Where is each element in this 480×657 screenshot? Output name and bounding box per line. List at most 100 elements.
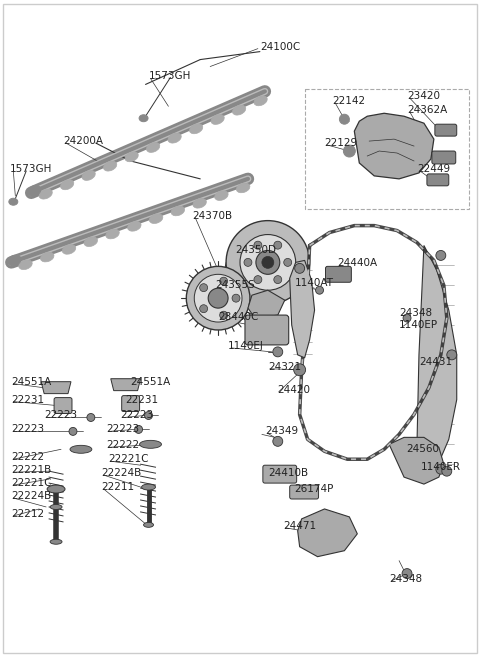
Circle shape	[447, 350, 457, 360]
Circle shape	[240, 235, 296, 290]
Text: 24410B: 24410B	[268, 468, 308, 478]
Ellipse shape	[82, 171, 96, 181]
FancyBboxPatch shape	[435, 124, 457, 136]
Ellipse shape	[215, 191, 228, 200]
Circle shape	[186, 266, 250, 330]
Text: 24471: 24471	[283, 521, 316, 531]
Circle shape	[339, 114, 349, 124]
Text: 24348: 24348	[399, 308, 432, 318]
Text: 24370B: 24370B	[192, 211, 232, 221]
Ellipse shape	[254, 96, 267, 106]
Circle shape	[144, 411, 153, 419]
Text: 22221B: 22221B	[12, 465, 51, 475]
Circle shape	[254, 241, 262, 249]
Circle shape	[343, 145, 355, 157]
Text: 24431: 24431	[419, 357, 452, 367]
Ellipse shape	[125, 152, 138, 162]
Ellipse shape	[8, 255, 21, 265]
Ellipse shape	[60, 180, 74, 190]
Text: 22211: 22211	[101, 482, 134, 492]
Ellipse shape	[9, 198, 18, 205]
Text: 23420: 23420	[407, 91, 440, 101]
Text: 1140ER: 1140ER	[421, 462, 461, 472]
Circle shape	[273, 436, 283, 446]
Ellipse shape	[149, 214, 163, 223]
Circle shape	[284, 258, 292, 266]
Text: 24350D: 24350D	[235, 246, 276, 256]
Ellipse shape	[47, 485, 65, 493]
Text: 24349: 24349	[265, 426, 298, 436]
Text: 22142: 22142	[333, 97, 366, 106]
Ellipse shape	[39, 189, 52, 199]
Circle shape	[200, 305, 208, 313]
Ellipse shape	[128, 221, 141, 231]
Circle shape	[403, 314, 411, 322]
FancyBboxPatch shape	[54, 397, 72, 413]
Circle shape	[220, 311, 228, 319]
Bar	[305, 89, 468, 209]
Ellipse shape	[146, 143, 160, 152]
Ellipse shape	[140, 440, 161, 448]
Text: 22222: 22222	[106, 440, 139, 450]
Polygon shape	[354, 113, 434, 179]
Polygon shape	[41, 382, 71, 394]
Text: 22221C: 22221C	[108, 454, 148, 464]
Ellipse shape	[19, 260, 32, 269]
Text: 22129: 22129	[324, 138, 358, 148]
Circle shape	[208, 288, 228, 308]
Text: 22223: 22223	[106, 424, 139, 434]
Circle shape	[262, 256, 274, 268]
Circle shape	[436, 464, 446, 474]
Text: 22231: 22231	[126, 395, 159, 405]
Polygon shape	[298, 509, 357, 556]
Text: 1573GH: 1573GH	[9, 164, 52, 174]
Circle shape	[295, 263, 305, 273]
Ellipse shape	[190, 124, 203, 134]
Circle shape	[232, 294, 240, 302]
Circle shape	[87, 413, 95, 421]
Ellipse shape	[50, 505, 62, 509]
Ellipse shape	[171, 206, 185, 215]
Circle shape	[220, 277, 228, 285]
Text: 1140AT: 1140AT	[295, 279, 334, 288]
Circle shape	[402, 568, 412, 579]
Text: 22221C: 22221C	[12, 478, 52, 488]
Circle shape	[244, 258, 252, 266]
Text: 22449: 22449	[417, 164, 450, 174]
Ellipse shape	[237, 183, 250, 193]
Text: 24551A: 24551A	[12, 376, 51, 387]
Polygon shape	[417, 246, 457, 479]
Text: 28440C: 28440C	[218, 312, 259, 322]
Text: 24362A: 24362A	[407, 105, 447, 115]
Text: 24420: 24420	[277, 384, 310, 395]
FancyBboxPatch shape	[122, 396, 140, 411]
FancyBboxPatch shape	[290, 485, 319, 499]
Text: 26174P: 26174P	[295, 484, 334, 494]
FancyBboxPatch shape	[432, 151, 456, 164]
Text: 22231: 22231	[12, 395, 45, 405]
Ellipse shape	[211, 114, 224, 124]
Ellipse shape	[84, 237, 97, 246]
Text: 22224B: 22224B	[101, 468, 141, 478]
Ellipse shape	[104, 161, 117, 171]
Text: 22223: 22223	[44, 411, 77, 420]
Text: 22223: 22223	[120, 411, 154, 420]
Text: 24355S: 24355S	[215, 281, 255, 290]
Text: 22222: 22222	[12, 452, 45, 463]
Circle shape	[294, 364, 306, 376]
Text: 22224B: 22224B	[12, 491, 51, 501]
Circle shape	[256, 250, 280, 275]
Ellipse shape	[168, 133, 181, 143]
FancyBboxPatch shape	[263, 465, 297, 483]
Text: 24348: 24348	[389, 574, 422, 583]
Ellipse shape	[106, 229, 120, 239]
Text: 24560: 24560	[406, 444, 439, 454]
Polygon shape	[248, 290, 285, 318]
Circle shape	[274, 276, 282, 284]
Circle shape	[69, 428, 77, 436]
Circle shape	[226, 221, 310, 304]
Text: 22223: 22223	[12, 424, 45, 434]
Circle shape	[134, 426, 143, 434]
Ellipse shape	[144, 522, 154, 528]
Circle shape	[200, 284, 208, 292]
